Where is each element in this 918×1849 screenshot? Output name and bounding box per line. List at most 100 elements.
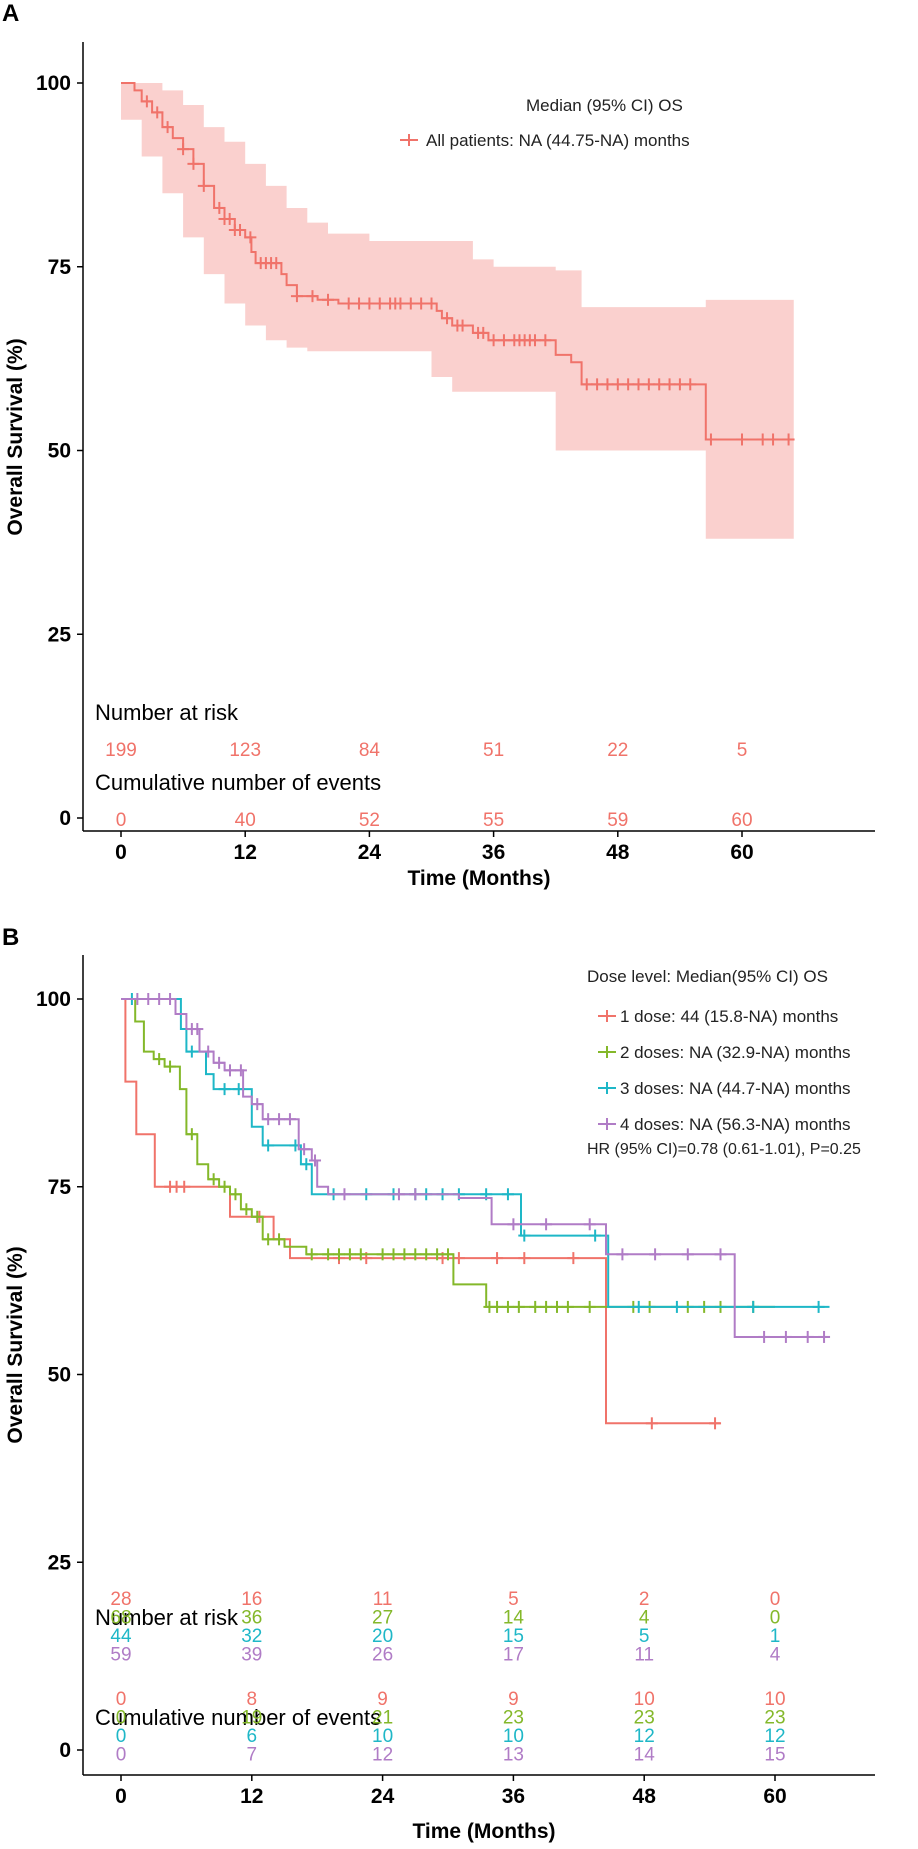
b-censor-mark-3-6 [202,1045,215,1058]
panel-a-x-axis-title: Time (Months) [407,867,550,890]
b-y-tick-label-100: 100 [36,988,71,1011]
b-censor-mark-3-8 [224,1064,236,1077]
panel-b-x-axis-title: Time (Months) [412,1820,555,1843]
panel-b-events-table-title: Cumulative number of events [95,1705,381,1730]
b-events-cell-1-2: 21 [372,1708,393,1729]
b-risk-cell-0-0: 28 [110,1589,131,1610]
b-censor-mark-2-18 [632,1300,645,1313]
b-events-cell-1-1: 19 [241,1708,262,1729]
b-curve-0 [121,998,721,1425]
b-events-cell-2-0: 0 [116,1726,127,1747]
a-censor-mark-0-26 [404,297,417,310]
b-censor-mark-1-29 [561,1300,574,1313]
panel-a-y-ticks: 0 25 50 75 100 [36,72,83,830]
panel-b-y-ticks: 0 25 50 75 100 [36,988,83,1762]
b-censor-mark-3-29 [818,1330,831,1343]
a-censor-mark-0-47 [632,378,645,391]
a-y-tick-label-0: 0 [59,807,71,830]
b-events-cell-0-3: 9 [508,1689,519,1710]
b-events-cell-0-4: 10 [634,1689,655,1710]
b-legend-item-1: 2 doses: NA (32.9-NA) months [598,1043,851,1062]
a-censor-mark-0-5 [197,179,210,192]
b-censor-mark-0-2 [178,1180,191,1193]
b-risk-cell-2-3: 15 [503,1626,524,1647]
a-risk-cell-0-0: 199 [105,740,137,761]
b-censor-mark-3-1 [142,993,155,1005]
b-censor-mark-1-26 [529,1300,542,1313]
a-y-tick-label-25: 25 [48,623,72,646]
b-censor-mark-1-24 [501,1300,514,1313]
b-censor-mark-1-17 [398,1248,411,1261]
a-x-tick-label-12: 12 [234,841,257,864]
a-censor-mark-0-17 [306,290,319,303]
a-censor-mark-0-54 [736,433,748,446]
a-censor-mark-0-48 [642,378,655,391]
a-censor-mark-0-28 [425,297,438,310]
b-censor-mark-2-19 [670,1300,683,1313]
b-censor-mark-0-7 [452,1252,465,1265]
a-censor-mark-0-8 [223,212,236,225]
a-y-tick-label-75: 75 [48,256,72,279]
b-risk-cell-3-5: 4 [770,1645,781,1666]
a-risk-cell-0-5: 5 [737,740,748,761]
a-censor-mark-0-2 [161,121,174,134]
a-censor-mark-0-51 [673,378,686,391]
b-censor-mark-1-27 [540,1300,553,1313]
b-censor-mark-3-19 [507,1218,520,1231]
b-events-cell-2-1: 6 [247,1726,258,1747]
a-censor-mark-0-41 [539,334,552,347]
a-legend-label-0: All patients: NA (44.75-NA) months [426,131,690,150]
b-events-cell-1-3: 23 [503,1708,524,1729]
b-events-cell-1-0: 0 [116,1708,127,1729]
b-censor-mark-1-20 [431,1248,444,1261]
b-events-cell-3-4: 14 [634,1745,656,1766]
b-risk-cell-2-5: 1 [770,1626,781,1647]
panel-b-legend-title: Dose level: Median(95% CI) OS [587,967,828,986]
b-censor-mark-3-26 [758,1330,771,1343]
b-censor-mark-3-18 [409,1188,422,1201]
b-legend-item-2: 3 doses: NA (44.7-NA) months [598,1079,851,1098]
panel-b-y-axis-title: Overall Survival (%) [4,1246,27,1443]
panel-b-event-numbers: 0 8 9 9 10 100 19 21 23 23 230 6 10 10 12 120 7 12 13 14 15 [116,1689,786,1766]
panel-a-confidence-band [121,83,794,539]
b-events-cell-2-4: 12 [634,1726,655,1747]
panel-a-events-table-title: Cumulative number of events [95,770,381,795]
b-x-tick-label-36: 36 [502,1785,525,1808]
a-x-tick-label-0: 0 [115,841,127,864]
b-censor-mark-1-2 [185,1128,198,1141]
b-censor-mark-2-21 [812,1300,825,1313]
b-censor-mark-3-9 [234,1064,247,1077]
b-events-cell-2-3: 10 [503,1726,524,1747]
a-censor-mark-0-40 [529,334,541,347]
a-events-cell-0-4: 59 [607,810,628,831]
a-censor-mark-0-16 [290,290,303,303]
b-risk-cell-2-1: 32 [241,1626,262,1647]
a-censor-mark-0-22 [373,297,386,310]
b-y-tick-label-0: 0 [59,1739,71,1762]
panel-a-letter: A [2,0,19,27]
a-risk-cell-0-4: 22 [607,740,628,761]
b-events-cell-0-5: 10 [764,1689,785,1710]
b-risk-cell-3-1: 39 [241,1645,262,1666]
a-risk-cell-0-3: 51 [483,740,504,761]
b-censor-mark-0-10 [567,1252,580,1265]
b-risk-cell-2-4: 5 [639,1626,650,1647]
b-events-cell-3-2: 12 [372,1745,393,1766]
b-censor-mark-2-4 [262,1139,275,1152]
a-censor-mark-0-49 [653,378,666,391]
b-censor-mark-1-11 [322,1248,335,1261]
a-censor-mark-0-46 [622,378,635,391]
b-events-cell-3-0: 0 [116,1745,127,1766]
b-events-cell-0-2: 9 [377,1689,388,1710]
a-censor-mark-0-44 [601,378,614,391]
a-events-cell-0-3: 55 [483,810,504,831]
b-censor-mark-1-1 [164,1060,177,1073]
b-censor-mark-1-21 [442,1248,454,1261]
b-risk-cell-1-5: 0 [770,1608,781,1629]
a-legend-item-0: All patients: NA (44.75-NA) months [400,131,690,150]
a-x-tick-label-24: 24 [358,841,382,864]
a-censor-mark-0-6 [213,201,226,214]
a-censor-mark-0-0 [140,95,153,108]
a-censor-mark-0-20 [353,297,366,310]
b-censor-mark-3-22 [616,1248,629,1261]
